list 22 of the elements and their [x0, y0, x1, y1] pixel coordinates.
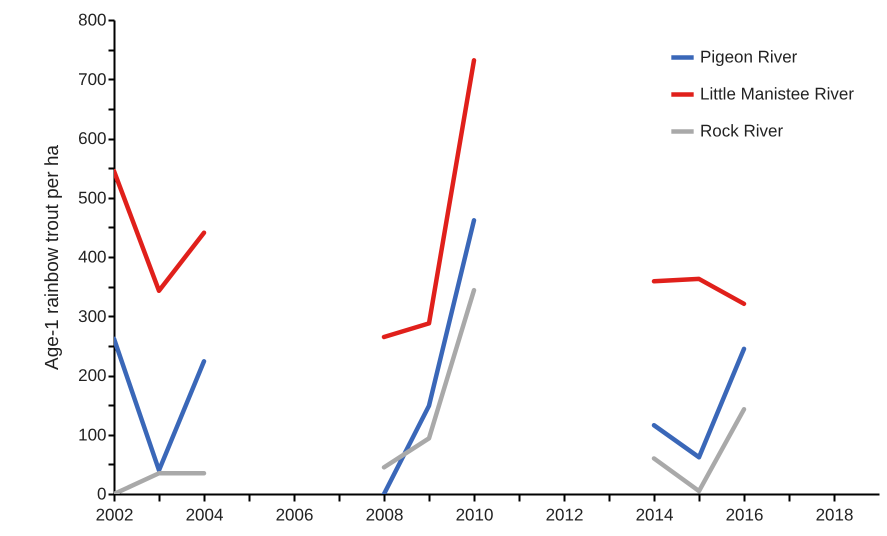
legend-label: Rock River — [700, 122, 784, 140]
x-tick-label: 2018 — [816, 506, 854, 524]
x-tick-label: 2008 — [366, 506, 404, 524]
x-tick-label: 2012 — [546, 506, 584, 524]
y-tick-label: 100 — [78, 425, 106, 444]
legend-label: Pigeon River — [700, 48, 798, 66]
y-tick-label: 300 — [78, 306, 106, 326]
x-tick-label: 2014 — [636, 506, 674, 524]
x-tick-label: 2004 — [186, 506, 224, 524]
x-tick-label: 2016 — [726, 506, 764, 524]
y-tick-label: 700 — [78, 70, 106, 89]
y-tick-label: 600 — [78, 129, 106, 148]
x-tick-label: 2010 — [456, 506, 494, 524]
legend-label: Little Manistee River — [700, 84, 854, 104]
y-tick-label: 800 — [78, 10, 106, 30]
y-axis-title: Age-1 rainbow trout per ha — [42, 144, 64, 370]
y-tick-label: 500 — [78, 188, 106, 208]
y-tick-label: 200 — [78, 366, 106, 385]
y-tick-label: 400 — [78, 248, 106, 266]
x-tick-label: 2006 — [276, 506, 314, 524]
y-tick-label: 0 — [97, 484, 106, 504]
x-tick-label: 2002 — [96, 506, 134, 524]
